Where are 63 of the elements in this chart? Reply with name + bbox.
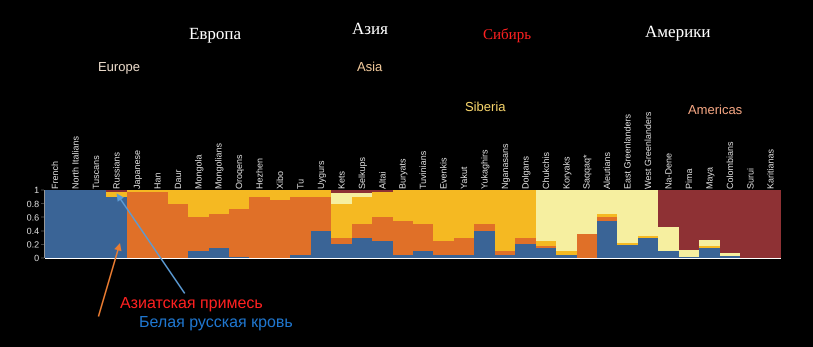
y-tick-label: 0.6 [26, 212, 40, 222]
x-tick-label: French [50, 160, 60, 189]
x-tick-label: Oroqens [234, 154, 244, 189]
x-tick-label: Na-Dene [663, 152, 674, 189]
x-tick-label: Yakut [459, 166, 470, 189]
x-tick-label: West Greenlanders [643, 111, 654, 189]
x-tick-label: Chukchis [540, 151, 551, 189]
y-tick-label: 0.4 [26, 226, 40, 236]
x-tick-label: Uygurs [316, 160, 326, 189]
x-tick-label: Mongolians [214, 142, 224, 189]
x-tick-label: Karitianas [766, 148, 776, 189]
text: Americas [688, 102, 743, 117]
x-tick-label: Nganasans [500, 142, 510, 189]
x-tick-label: Buryats [398, 158, 408, 189]
x-tick-label: Tu [295, 178, 306, 189]
x-tick-label: Daur [172, 169, 183, 189]
text: Europe [98, 59, 140, 74]
bar [556, 251, 577, 255]
x-tick-label: Russians [111, 151, 122, 189]
annotation: Азиатская примесь [120, 295, 263, 312]
text: Asia [357, 59, 384, 74]
x-tick-label: Tuvinians [418, 150, 428, 189]
bar [720, 253, 740, 256]
x-tick-label: Evenkis [438, 156, 449, 189]
text: Америки [645, 22, 711, 41]
x-tick-label: North Italians [70, 135, 81, 189]
text: Белая русская кровь [139, 314, 293, 331]
x-tick-label: Hezhen [254, 158, 265, 189]
x-tick-label: Colombians [724, 140, 735, 189]
bar [331, 238, 352, 244]
bar [515, 238, 536, 244]
x-tick-label: Saqqaq* [582, 154, 592, 189]
x-tick-label: East Greenlanders [622, 113, 633, 189]
y-tick-label: 0 [34, 253, 40, 264]
x-tick-label: Maya [704, 166, 714, 189]
x-tick-label: Japanese [132, 150, 142, 189]
x-tick-label: Selkups [356, 156, 367, 189]
x-tick-label: Yukaghirs [479, 148, 490, 189]
text: Азия [352, 19, 388, 38]
bar [474, 224, 495, 231]
y-tick-label: 1 [34, 185, 40, 196]
x-tick-label: Pima [684, 168, 694, 189]
x-tick-label: Mongola [193, 154, 204, 189]
bar [577, 234, 597, 258]
text: Siberia [465, 99, 506, 114]
x-tick-label: Xibo [275, 170, 286, 189]
bar [495, 251, 515, 255]
bar [699, 240, 720, 246]
x-tick-label: Koryaks [561, 156, 572, 189]
text: Сибирь [483, 27, 532, 43]
x-tick-label: Aleutians [602, 151, 612, 189]
y-tick-label: 0.8 [26, 198, 40, 209]
y-tick-label: 0.2 [26, 240, 40, 250]
text: Европа [189, 24, 242, 43]
x-tick-label: Dolgans [520, 155, 530, 189]
x-tick-label: Altai [377, 171, 388, 189]
x-tick-label: Surui [745, 168, 756, 189]
x-tick-label: Tuscans [91, 154, 102, 189]
x-tick-label: Han [152, 172, 162, 189]
bar [597, 214, 617, 217]
bar [536, 241, 556, 246]
x-tick-label: Kets [336, 170, 346, 189]
bar [597, 217, 617, 221]
